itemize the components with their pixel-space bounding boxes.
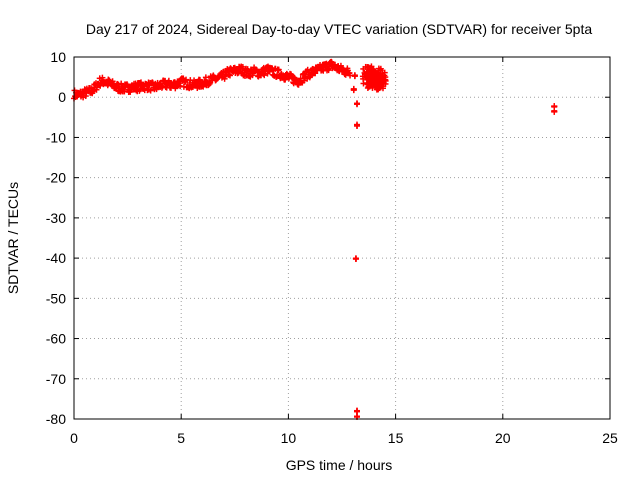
data-point — [551, 108, 558, 115]
data-point — [364, 64, 371, 71]
data-point — [354, 407, 361, 414]
ticks: 0 5 10 15 20 25 10 0 -10 -20 -30 -40 -50 -60 -70 -80 — [46, 49, 618, 446]
y-tick-label: -60 — [46, 331, 66, 347]
data-point — [372, 77, 379, 84]
grid — [74, 57, 610, 419]
y-tick-label: -10 — [46, 129, 66, 145]
data-point — [350, 85, 357, 92]
data-point — [147, 87, 154, 94]
data-point — [373, 82, 380, 89]
data-point — [328, 59, 335, 66]
y-tick-label: -40 — [46, 250, 66, 266]
x-tick-label: 10 — [281, 430, 297, 446]
x-tick-label: 20 — [495, 430, 511, 446]
x-tick-label: 5 — [177, 430, 185, 446]
y-axis-label: SDTVAR / TECUs — [5, 182, 21, 294]
data-point — [377, 77, 384, 84]
data-point — [382, 80, 389, 87]
y-tick-label: -70 — [46, 371, 66, 387]
x-tick-label: 25 — [602, 430, 618, 446]
y-tick-label: -20 — [46, 170, 66, 186]
y-tick-label: -80 — [46, 411, 66, 427]
data-point — [354, 101, 361, 108]
data-point — [368, 81, 375, 88]
y-tick-label: -30 — [46, 210, 66, 226]
data-point — [275, 66, 282, 73]
data-point — [226, 72, 233, 79]
data-point — [351, 72, 358, 79]
data-point — [354, 122, 361, 129]
data-point — [325, 67, 332, 74]
y-tick-label: 0 — [58, 89, 66, 105]
x-tick-label: 0 — [70, 430, 78, 446]
data-point — [376, 73, 383, 80]
data-point — [360, 65, 367, 72]
plot-frame — [73, 56, 611, 420]
data-point — [202, 74, 209, 81]
x-axis-label: GPS time / hours — [286, 457, 393, 473]
data-points — [71, 58, 558, 421]
y-tick-label: 10 — [50, 49, 66, 65]
data-point — [368, 68, 375, 75]
data-point — [225, 71, 232, 78]
y-tick-label: -50 — [46, 290, 66, 306]
data-point — [118, 80, 125, 87]
data-point — [261, 72, 268, 79]
data-point — [300, 77, 307, 84]
x-tick-label: 15 — [388, 430, 404, 446]
chart-title: Day 217 of 2024, Sidereal Day-to-day VTE… — [86, 21, 593, 37]
data-point — [352, 255, 359, 262]
data-point — [239, 63, 246, 70]
